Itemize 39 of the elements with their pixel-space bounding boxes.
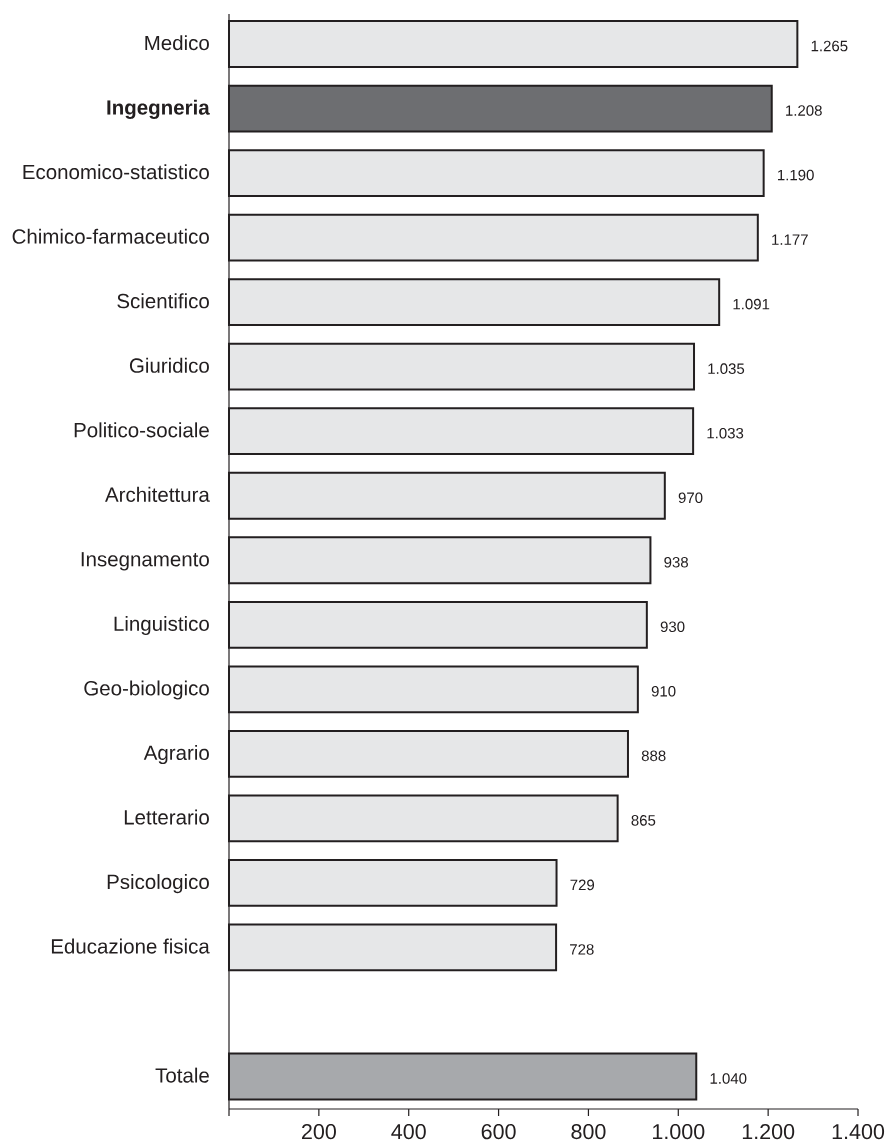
x-tick-label: 1.400	[832, 1124, 885, 1140]
y-tick-label: Economico-statistico	[23, 164, 209, 180]
data-label: 1.035	[708, 363, 745, 374]
data-label: 1.091	[733, 298, 770, 310]
data-label: 970	[678, 492, 703, 504]
y-tick-label: Chimico-farmaceutico	[12, 228, 209, 244]
data-label: 1.040	[710, 1073, 747, 1084]
y-tick-label: Letterario	[124, 809, 209, 825]
data-label: 728	[570, 944, 594, 955]
data-label: 1.265	[811, 40, 848, 52]
x-tick-label: 600	[481, 1124, 516, 1140]
y-tick-label: Geo-biologico	[84, 680, 209, 700]
data-label: 910	[651, 686, 676, 697]
data-label: 1.033	[707, 427, 744, 439]
data-label: 938	[664, 556, 688, 568]
y-tick-label: Agrario	[143, 744, 209, 765]
x-tick-label: 200	[302, 1124, 336, 1140]
y-tick-label: Architettura	[105, 486, 210, 502]
data-label: 1.190	[778, 169, 814, 181]
data-label: 865	[631, 815, 656, 826]
y-tick-label: Politico-sociale	[74, 422, 209, 438]
data-label: 930	[660, 621, 685, 633]
y-tick-label: Totale	[155, 1067, 209, 1083]
data-label: 729	[570, 879, 595, 891]
y-tick-label: Linguistico	[114, 615, 209, 636]
x-tick-label: 1.200	[742, 1124, 795, 1140]
x-tick-label: 1.000	[653, 1124, 705, 1140]
data-label: 1.208	[786, 105, 822, 116]
y-tick-label: Insegnamento	[81, 552, 209, 571]
x-tick-label: 800	[571, 1124, 606, 1140]
y-tick-label: Giuridico	[129, 357, 209, 373]
data-label: 1.177	[772, 234, 808, 245]
y-tick-label: Medico	[145, 35, 209, 51]
data-label: 888	[641, 750, 666, 762]
y-tick-label: Scientifico	[117, 293, 209, 309]
y-tick-label: Educazione fisica	[51, 938, 210, 954]
y-tick-label: Ingegneria	[107, 99, 210, 119]
x-tick-label: 400	[391, 1124, 426, 1140]
y-tick-label: Psicologico	[107, 874, 209, 894]
